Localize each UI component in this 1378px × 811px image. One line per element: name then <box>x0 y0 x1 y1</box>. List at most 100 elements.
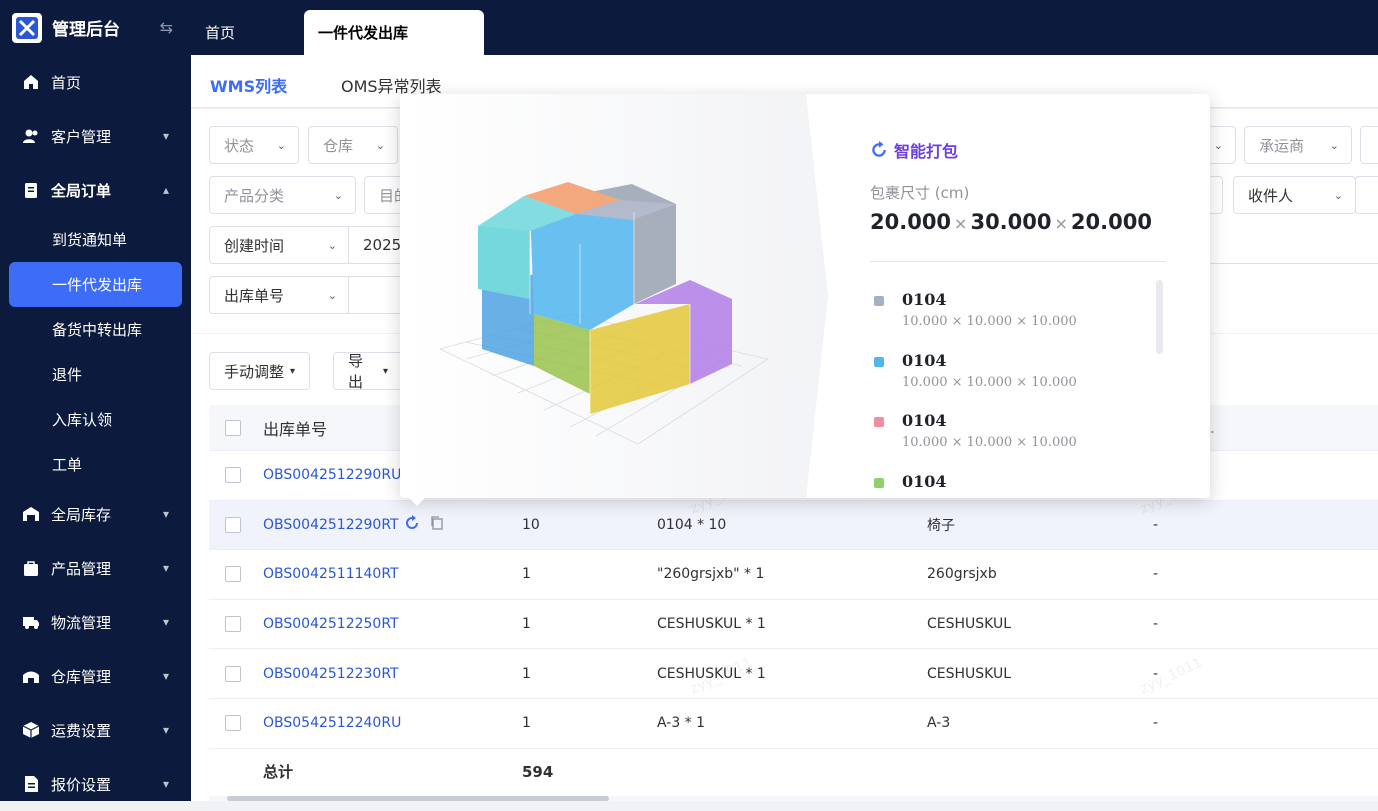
sidebar-subitem-label: 备货中转出库 <box>52 321 143 339</box>
popover-scrollbar[interactable] <box>1156 280 1163 354</box>
block-edges <box>529 212 691 414</box>
qty-cell: 1 <box>522 616 531 633</box>
outbound-no-link[interactable]: OBS0042512230RT <box>263 665 399 682</box>
date-value: 2025 <box>363 236 402 254</box>
logo-area: 管理后台 ⇆ <box>0 0 191 55</box>
row-checkbox[interactable] <box>225 665 241 682</box>
date-range-input[interactable]: 2025 <box>348 226 408 264</box>
extra-cell: - <box>1153 665 1159 682</box>
app-title: 管理后台 <box>52 20 120 40</box>
select-all-checkbox[interactable] <box>225 419 241 436</box>
outbound-no-input[interactable] <box>348 276 408 314</box>
sidebar-item-customers[interactable]: 客户管理 ▾ <box>0 109 191 163</box>
truck-icon <box>22 613 40 631</box>
sidebar-item-inventory[interactable]: 全局库存 ▾ <box>0 487 191 541</box>
package-size-value: 20.000 × 30.000 × 20.000 <box>870 210 1152 234</box>
manual-adjust-button[interactable]: 手动调整 ▾ <box>209 352 311 390</box>
table-row[interactable]: OBS0042512250RT 1 CESHUSKUL * 1 CESHUSKU… <box>209 599 1378 650</box>
sidebar-item-home[interactable]: 首页 <box>0 55 191 109</box>
app-logo-icon <box>12 12 42 43</box>
sidebar-subitem-tickets[interactable]: 工单 <box>0 442 191 487</box>
pack-blocks <box>478 182 732 414</box>
home-icon <box>22 73 40 91</box>
sidebar-subitem-returns[interactable]: 退件 <box>0 352 191 397</box>
smart-pack-icon[interactable] <box>404 514 420 535</box>
color-swatch <box>874 296 884 306</box>
sidebar-item-logistics[interactable]: 物流管理 ▾ <box>0 595 191 649</box>
pack-3d-illustration <box>438 182 770 445</box>
chevron-down-icon: ⌄ <box>1329 138 1339 152</box>
chevron-down-icon: ▾ <box>162 777 169 791</box>
sidebar: 管理后台 ⇆ 首页 客户管理 ▾ 全局订单 ▴ 到货通知单 一件代发出库 备货中… <box>0 0 191 801</box>
product-category-select[interactable]: 产品分类 ⌄ <box>209 176 356 214</box>
outbound-no-link[interactable]: OBS0542512240RU <box>263 715 402 732</box>
recipient-select[interactable]: 收件人 ⌄ <box>1233 176 1356 214</box>
horizontal-scrollbar[interactable] <box>209 796 1378 801</box>
sidebar-subitem-transfer-outbound[interactable]: 备货中转出库 <box>0 307 191 352</box>
tab-dropship-outbound[interactable]: 一件代发出库 <box>304 10 484 55</box>
total-qty: 594 <box>522 762 554 781</box>
sidebar-item-label: 运费设置 <box>51 721 112 740</box>
sidebar-item-products[interactable]: 产品管理 ▾ <box>0 541 191 595</box>
extra-cell: - <box>1153 566 1159 583</box>
row-checkbox[interactable] <box>225 566 241 583</box>
dim-separator: × <box>954 214 968 233</box>
status-select[interactable]: 状态 ⌄ <box>209 126 299 164</box>
row-checkbox[interactable] <box>225 616 241 633</box>
chevron-down-icon: ⌄ <box>1213 138 1223 152</box>
chevron-down-icon: ▾ <box>162 561 169 575</box>
row-checkbox[interactable] <box>225 715 241 732</box>
chevron-down-icon: ▾ <box>162 723 169 737</box>
qty-cell: 1 <box>522 715 531 732</box>
row-checkbox[interactable] <box>225 467 241 484</box>
storehouse-icon <box>22 667 40 685</box>
tab-oms-exception-list[interactable]: OMS异常列表 <box>341 73 442 97</box>
outbound-no-link[interactable]: OBS0042512250RT <box>263 616 399 633</box>
sidebar-subitem-arrival-notice[interactable]: 到货通知单 <box>0 217 191 262</box>
package-size-label: 包裹尺寸 (cm) <box>870 184 970 202</box>
table-row[interactable]: OBS0042512290RT 10 0104 * 10 椅子 - <box>209 500 1378 551</box>
sidebar-item-shipping-fees[interactable]: 运费设置 ▾ <box>0 703 191 757</box>
total-label: 总计 <box>263 763 294 782</box>
select-value: 承运商 <box>1259 136 1305 155</box>
table-row[interactable]: OBS0042511140RT 1 "260grsjxb" * 1 260grs… <box>209 550 1378 600</box>
tab-home[interactable]: 首页 <box>205 10 235 55</box>
collapse-sidebar-icon[interactable]: ⇆ <box>159 18 173 37</box>
sidebar-item-orders[interactable]: 全局订单 ▴ <box>0 163 191 217</box>
recipient-input[interactable] <box>1355 176 1378 214</box>
overflow-select[interactable] <box>1360 126 1378 164</box>
sidebar-subitem-inbound-claim[interactable]: 入库认领 <box>0 397 191 442</box>
export-button[interactable]: 导出 ▾ <box>333 352 403 391</box>
table-row[interactable]: OBS0542512240RU 1 A-3 * 1 A-3 - <box>209 698 1378 749</box>
sidebar-item-warehouses[interactable]: 仓库管理 ▾ <box>0 649 191 703</box>
sidebar-subitem-dropship-outbound[interactable]: 一件代发出库 <box>9 262 182 307</box>
sidebar-item-label: 报价设置 <box>51 775 112 794</box>
qty-cell: 1 <box>522 665 531 682</box>
dim-length: 20.000 <box>870 210 952 234</box>
outbound-no-select[interactable]: 出库单号 ⌄ <box>209 276 350 314</box>
chevron-down-icon: ⌄ <box>333 188 343 202</box>
carrier-select[interactable]: 承运商 ⌄ <box>1244 126 1352 164</box>
chevron-down-icon: ▾ <box>382 365 388 377</box>
column-header-outbound-no: 出库单号 <box>263 419 328 439</box>
total-row: 总计 594 <box>209 748 1378 795</box>
sidebar-item-label: 物流管理 <box>51 613 112 632</box>
outbound-no-link[interactable]: OBS0042512290RT <box>263 516 399 533</box>
pack-item-name: 0104 <box>902 290 947 309</box>
row-checkbox[interactable] <box>225 516 241 533</box>
scrollbar-thumb[interactable] <box>227 796 609 801</box>
sidebar-item-label: 首页 <box>51 73 82 92</box>
pack-details: 智能打包 包裹尺寸 (cm) 20.000 × 30.000 × 20.000 0104… <box>870 94 1210 498</box>
smart-pack-icon <box>870 141 888 159</box>
tab-wms-list[interactable]: WMS列表 <box>208 73 289 111</box>
copy-icon[interactable] <box>430 516 444 534</box>
created-time-select[interactable]: 创建时间 ⌄ <box>209 226 350 264</box>
outbound-no-link[interactable]: OBS0042511140RT <box>263 566 399 583</box>
sidebar-item-quotes[interactable]: 报价设置 ▾ <box>0 757 191 811</box>
warehouse-select[interactable]: 仓库 ⌄ <box>308 126 398 164</box>
tab-label: 一件代发出库 <box>318 24 409 42</box>
outbound-no-link[interactable]: OBS0042512290RU <box>263 467 402 484</box>
chevron-down-icon: ▾ <box>162 129 169 143</box>
table-row[interactable]: OBS0042512230RT 1 CESHUSKUL * 1 CESHUSKU… <box>209 649 1378 699</box>
extra-cell: - <box>1153 616 1159 633</box>
